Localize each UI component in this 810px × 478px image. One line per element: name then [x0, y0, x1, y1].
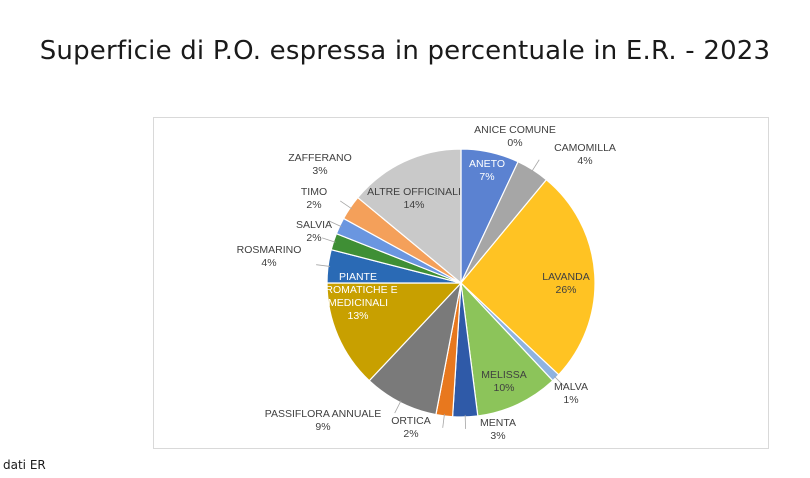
source-note: dati ER — [3, 458, 46, 472]
leader-line-ortica — [442, 413, 445, 428]
data-label-timo: TIMO 2% — [301, 186, 327, 211]
slice-lavanda — [460, 178, 596, 376]
data-label-lavanda: LAVANDA 26% — [542, 271, 589, 296]
slice-melissa — [460, 281, 554, 417]
data-label-salvia: SALVIA 2% — [296, 219, 332, 244]
leader-line-timo — [328, 220, 342, 228]
leader-line-rosmarino — [316, 264, 331, 267]
data-label-anice-comune: ANICE COMUNE 0% — [474, 124, 556, 149]
leader-line-zafferano — [340, 200, 353, 210]
data-label-menta: MENTA 3% — [480, 417, 516, 442]
data-label-melissa: MELISSA 10% — [481, 369, 527, 394]
data-label-zafferano: ZAFFERANO 3% — [288, 152, 352, 177]
chart-area — [153, 117, 769, 449]
leader-line-camomilla — [531, 159, 540, 172]
data-label-camomilla: CAMOMILLA 4% — [554, 142, 616, 167]
data-label-rosmarino: ROSMARINO 4% — [237, 244, 302, 269]
leader-line-passiflora-annuale — [394, 400, 402, 414]
data-label-ortica: ORTICA 2% — [391, 415, 430, 440]
data-label-piante-aromatiche-e-medicinali: PIANTE AROMATICHE E MEDICINALI 13% — [318, 271, 397, 322]
slice-piante-aromatiche-e-medicinali — [326, 282, 463, 382]
leader-line-malva — [554, 376, 565, 387]
slice-altre-officinali — [356, 148, 462, 285]
data-label-malva: MALVA 1% — [554, 381, 588, 406]
slide-title: Superficie di P.O. espressa in percentua… — [39, 36, 771, 66]
leader-line-salvia — [322, 237, 336, 243]
data-label-aneto: ANETO 7% — [469, 158, 505, 183]
data-label-passiflora-annuale: PASSIFLORA ANNUALE 9% — [265, 408, 382, 433]
data-label-altre-officinali: ALTRE OFFICINALI 14% — [367, 186, 461, 211]
